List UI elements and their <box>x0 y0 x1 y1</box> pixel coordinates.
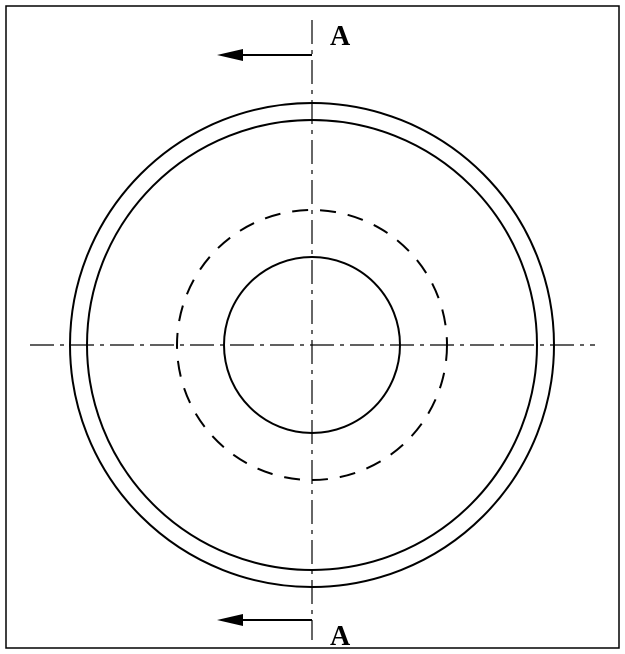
section-arrow-head-bottom <box>217 614 243 626</box>
section-label-bottom: A <box>330 621 351 652</box>
section-label-top: A <box>330 21 351 52</box>
section-arrow-head-top <box>217 49 243 61</box>
section-marker-bottom: A <box>217 614 351 652</box>
centerlines <box>30 20 595 640</box>
section-marker-top: A <box>217 21 351 61</box>
engineering-drawing: A A <box>0 0 625 654</box>
